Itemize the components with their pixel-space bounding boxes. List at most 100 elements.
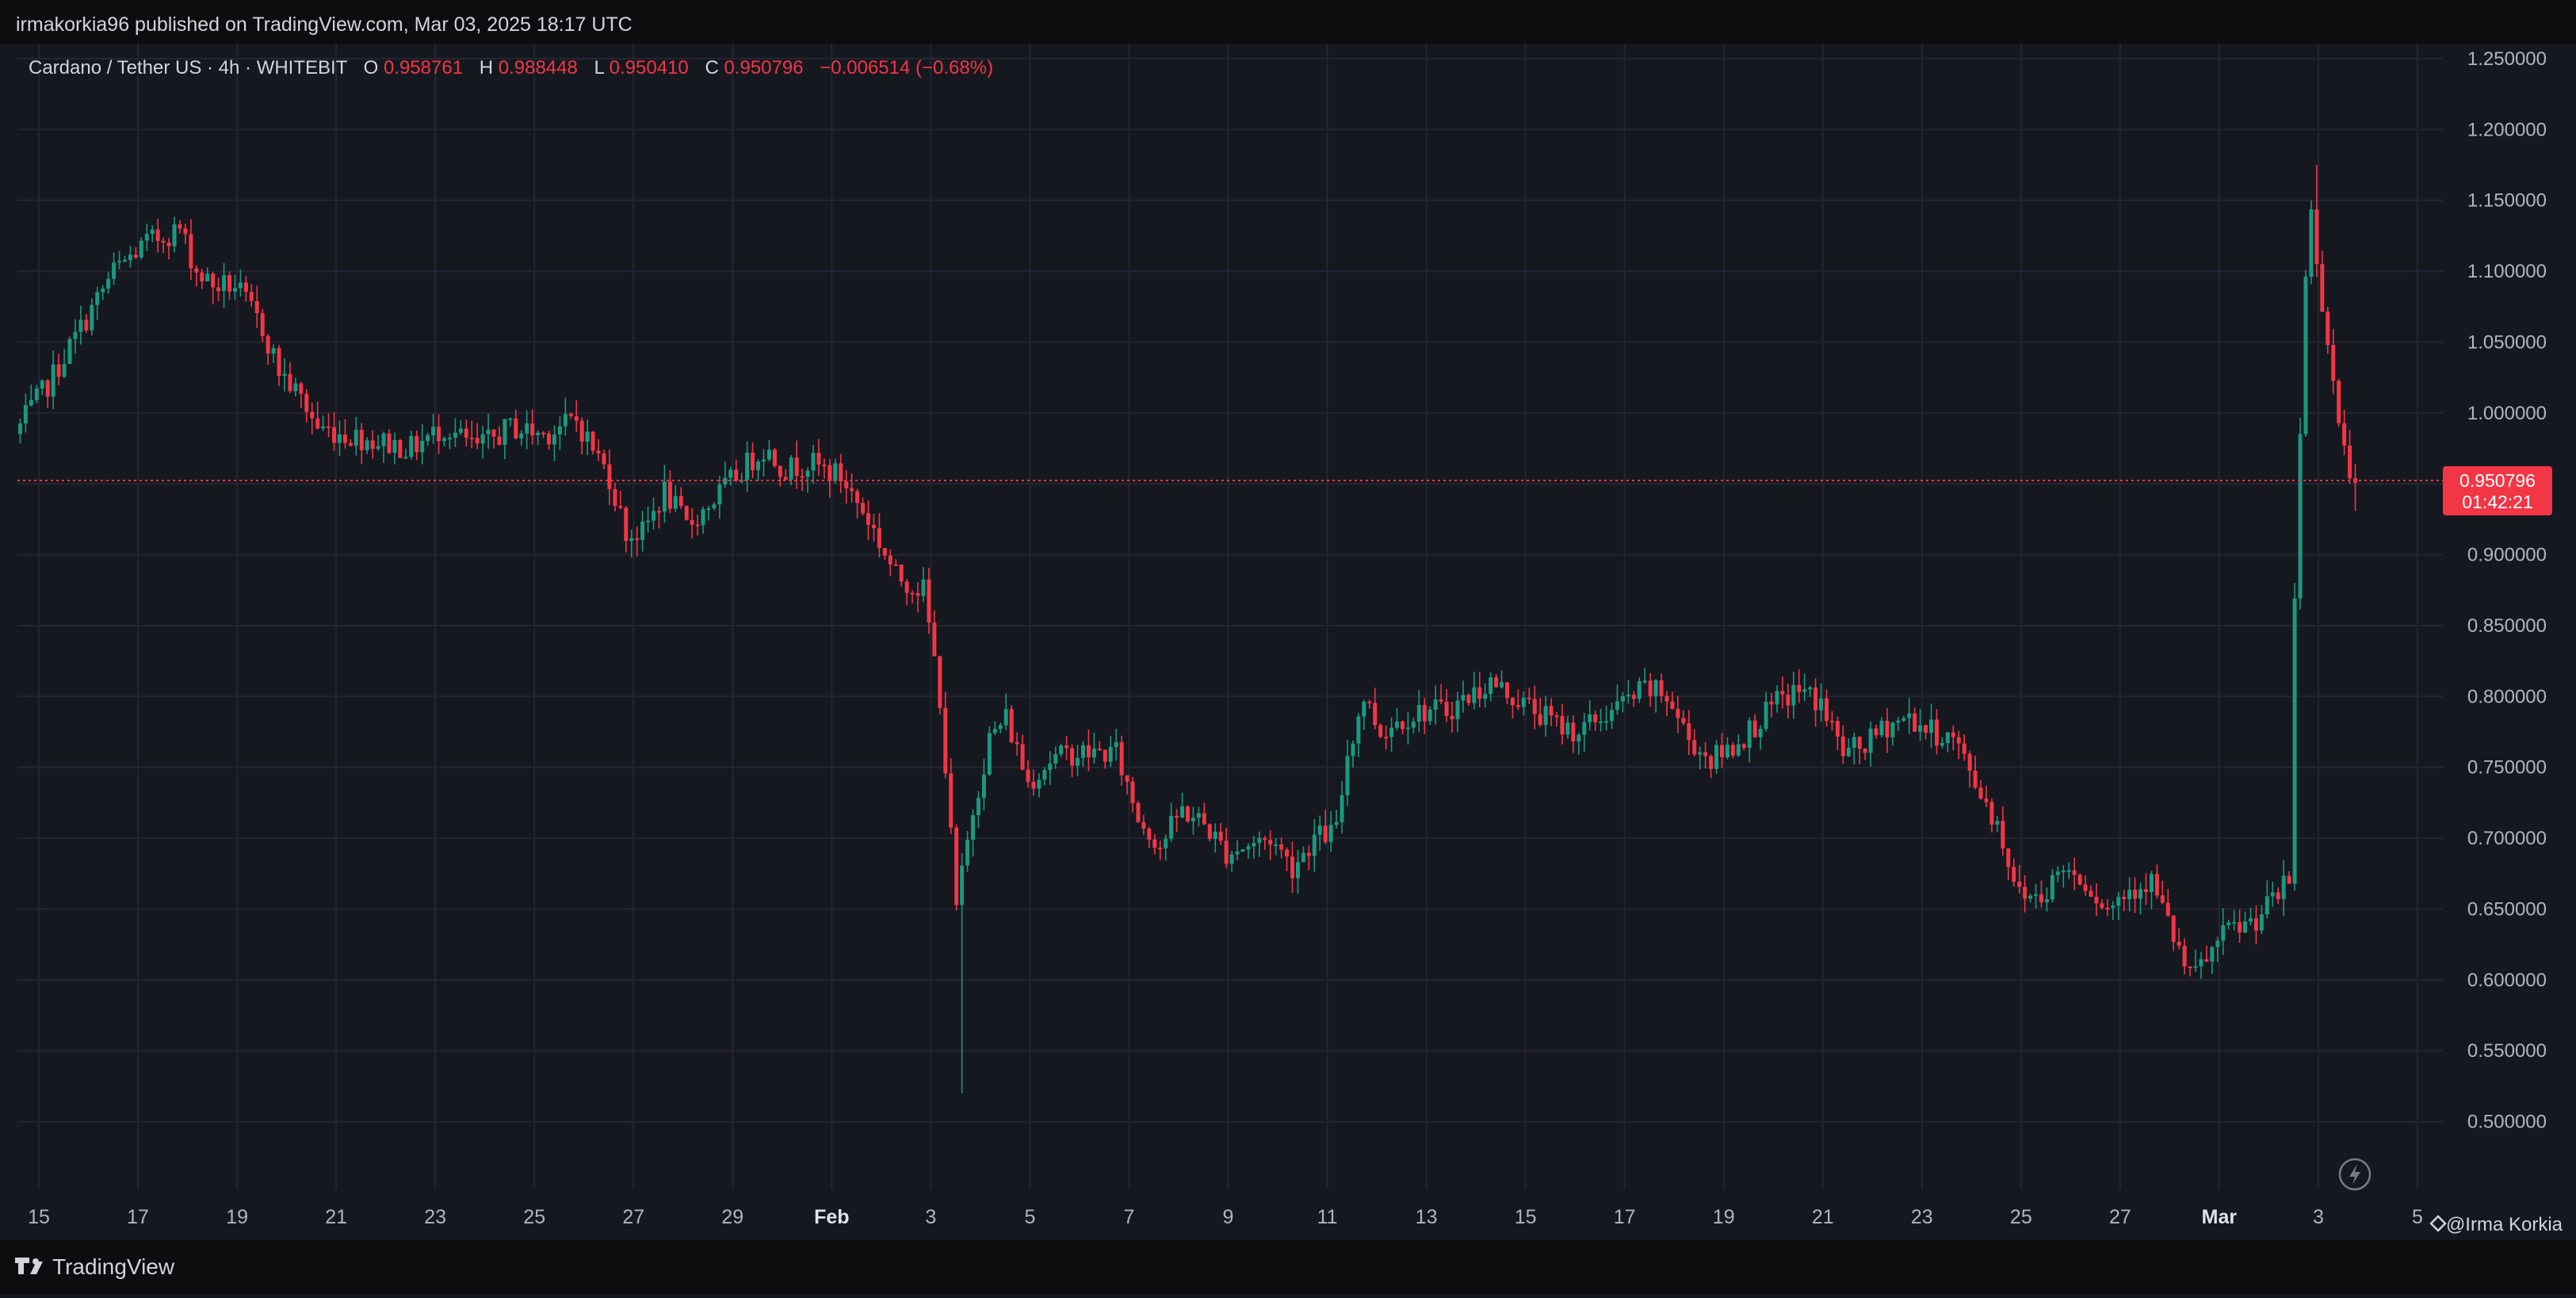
- candle-down: [1510, 698, 1515, 706]
- candle-down: [1664, 695, 1669, 702]
- time-tick-label: 19: [1713, 1206, 1735, 1228]
- candle-down: [684, 506, 689, 520]
- price-tick-label: 1.050000: [2467, 331, 2547, 353]
- candle-up: [552, 434, 556, 445]
- price-tag-bg: [2443, 466, 2552, 515]
- lightning-icon[interactable]: [2338, 1158, 2372, 1191]
- candle-up: [1108, 747, 1113, 762]
- candle-up: [128, 255, 132, 260]
- candle-down: [1444, 701, 1449, 716]
- candle-down: [491, 429, 496, 437]
- legend-c-label: C: [705, 57, 718, 78]
- candle-down: [277, 348, 281, 377]
- candle-up: [2292, 598, 2297, 884]
- candle-up: [1907, 713, 1912, 718]
- candle-up: [2061, 870, 2066, 872]
- candle-down: [183, 228, 188, 235]
- candle-up: [144, 234, 149, 241]
- candle-up: [1588, 714, 1592, 722]
- time-tick-label: 23: [1911, 1206, 1933, 1228]
- candle-down: [315, 418, 320, 429]
- candle-up: [1334, 821, 1339, 825]
- candle-down: [2133, 890, 2138, 899]
- candle-up: [2309, 209, 2314, 278]
- candle-down: [2331, 345, 2336, 381]
- candle-up: [1610, 710, 1615, 722]
- candle-up: [381, 433, 386, 446]
- candle-down: [783, 477, 788, 480]
- candle-down: [1020, 744, 1025, 770]
- candle-down: [2006, 848, 2011, 867]
- candle-down: [1780, 691, 1785, 695]
- time-tick-label: 21: [325, 1206, 347, 1228]
- candle-up: [987, 733, 992, 775]
- candle-up: [992, 729, 997, 733]
- candle-down: [1279, 844, 1284, 850]
- candle-up: [805, 470, 810, 477]
- candle-down: [398, 439, 403, 458]
- candle-down: [927, 579, 931, 623]
- tradingview-logo-icon[interactable]: [15, 1258, 43, 1274]
- candle-up: [1042, 770, 1047, 780]
- candle-down: [133, 255, 138, 258]
- candle-down: [1422, 705, 1427, 722]
- candle-down: [2077, 875, 2082, 885]
- time-axis[interactable]: 15 17 19 21 23 25 27 29 Feb 3 5 7 9 11 13 15 17 19 21 23 25 2…: [28, 1206, 2423, 1228]
- candle-down: [299, 383, 304, 394]
- candle-down: [1367, 701, 1372, 703]
- candle-down: [899, 565, 904, 582]
- candle-down: [1934, 719, 1939, 746]
- candle-down: [1973, 771, 1978, 788]
- candle-up: [503, 419, 507, 446]
- candle-up: [508, 418, 513, 420]
- candle-down: [1797, 684, 1802, 692]
- candle-down: [1285, 849, 1290, 857]
- candle-down: [954, 827, 959, 906]
- candle-up: [833, 463, 838, 481]
- time-tick-label: 13: [1416, 1206, 1438, 1228]
- candle-down: [1571, 722, 1576, 742]
- candle-up: [1599, 722, 1603, 724]
- candle-down: [607, 464, 612, 489]
- candle-down: [855, 491, 860, 504]
- candle-down: [2023, 886, 2028, 899]
- candle-up: [1246, 846, 1251, 850]
- candle-down: [1730, 745, 1735, 756]
- candle-up: [1565, 722, 1570, 735]
- candle-down: [915, 593, 920, 596]
- candle-down: [359, 430, 364, 450]
- candle-up: [960, 865, 965, 906]
- candle-down: [2287, 875, 2291, 884]
- candle-down: [310, 412, 315, 419]
- candle-up: [965, 840, 970, 866]
- candle-down: [1202, 813, 1206, 825]
- candle-up: [1472, 687, 1477, 703]
- candle-down: [1119, 742, 1124, 775]
- candle-up: [728, 469, 733, 478]
- candle-down: [678, 496, 683, 507]
- candle-up: [2259, 914, 2264, 931]
- candle-down: [497, 436, 502, 446]
- legend-change: −0.006514 (−0.68%): [820, 57, 993, 78]
- candle-up: [998, 725, 1003, 729]
- candle-down: [1924, 725, 1928, 733]
- candle-up: [2243, 921, 2248, 933]
- candle-down: [2182, 945, 2187, 967]
- candle-up: [1053, 754, 1058, 764]
- candle-down: [1967, 753, 1972, 772]
- candle-down: [1956, 737, 1961, 744]
- time-tick-label: 15: [28, 1206, 50, 1228]
- candle-up: [1351, 743, 1355, 756]
- candle-down: [2276, 892, 2280, 899]
- candle-down: [1323, 825, 1328, 843]
- candle-down: [161, 240, 166, 243]
- time-tick-label: 25: [523, 1206, 545, 1228]
- candle-up: [403, 457, 408, 459]
- legend: Cardano / Tether US · 4h · WHITEBIT O 0.…: [29, 57, 993, 78]
- candle-down: [1786, 695, 1791, 706]
- candle-down: [1962, 743, 1966, 754]
- candle-down: [1984, 798, 1989, 802]
- candle-up: [441, 438, 446, 442]
- candle-down: [1769, 701, 1774, 705]
